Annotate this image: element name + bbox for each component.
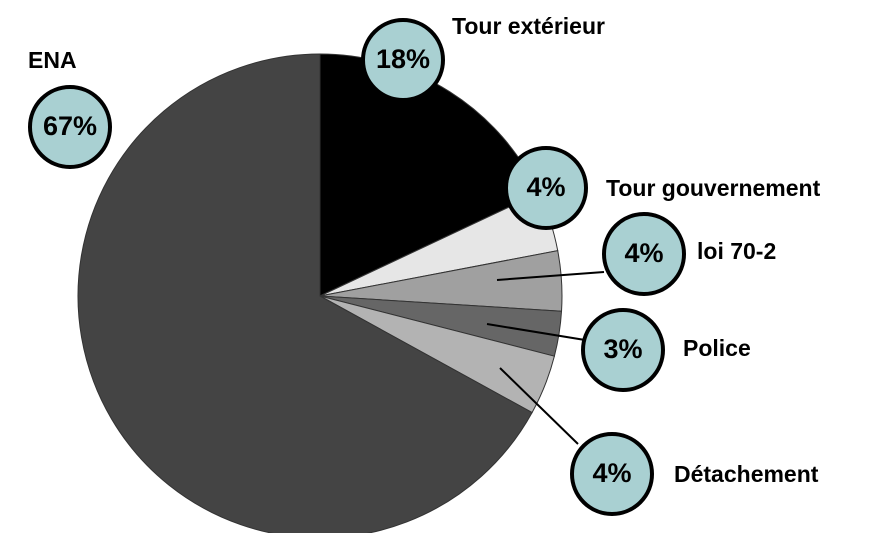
leader-lines — [486, 271, 605, 445]
pie — [77, 53, 563, 533]
leader-line — [486, 323, 586, 341]
leader-line — [499, 367, 579, 445]
value-label: 18% — [376, 44, 430, 74]
value-label: 3% — [603, 334, 642, 364]
category-label: Tour gouvernement — [606, 175, 821, 201]
value-bubble — [28, 85, 112, 169]
category-label: Détachement — [674, 461, 819, 487]
labels: 18% Tour extérieur 4% Tour gouvernement 4% lo… — [28, 13, 821, 516]
pie-slice — [77, 53, 533, 533]
value-label: 4% — [624, 238, 663, 268]
value-bubble — [570, 432, 654, 516]
value-bubble — [602, 212, 686, 296]
category-label: Tour extérieur — [452, 13, 605, 39]
value-label: 67% — [43, 111, 97, 141]
category-label: Police — [683, 335, 751, 361]
category-label: loi 70-2 — [697, 238, 776, 264]
value-label: 4% — [526, 172, 565, 202]
value-label: 4% — [592, 458, 631, 488]
value-bubble — [361, 18, 445, 102]
leader-line — [496, 271, 605, 281]
category-label: ENA — [28, 47, 77, 73]
value-bubble — [504, 146, 588, 230]
value-bubble — [581, 308, 665, 392]
